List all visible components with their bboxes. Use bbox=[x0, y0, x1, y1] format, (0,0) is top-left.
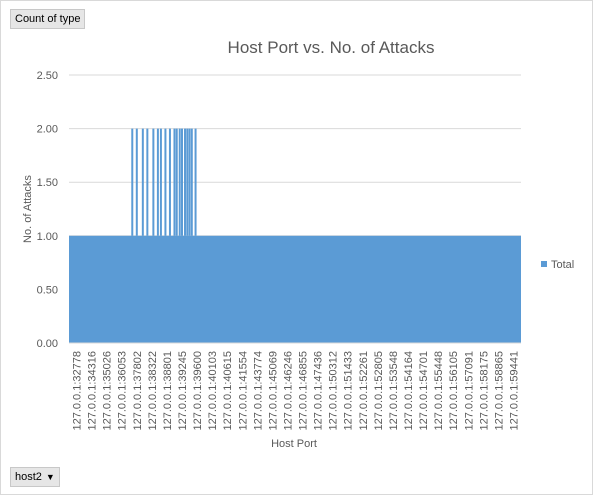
x-tick-label: 127.0.0.1:36053 bbox=[117, 351, 129, 431]
area-spike bbox=[188, 128, 191, 236]
area-spike bbox=[173, 128, 176, 236]
pivot-values-field-label: Count of type bbox=[15, 13, 81, 25]
x-tick-label: 127.0.0.1:54701 bbox=[418, 351, 430, 431]
area-spike bbox=[178, 128, 181, 236]
x-tick-label: 127.0.0.1:50312 bbox=[328, 351, 340, 431]
chart-title: Host Port vs. No. of Attacks bbox=[228, 38, 435, 57]
x-tick-label: 127.0.0.1:58865 bbox=[493, 351, 505, 431]
y-axis-label: No. of Attacks bbox=[22, 175, 34, 243]
x-tick-label: 127.0.0.1:59441 bbox=[508, 351, 520, 431]
x-tick-label: 127.0.0.1:46246 bbox=[282, 351, 294, 431]
x-tick-label: 127.0.0.1:45069 bbox=[267, 351, 279, 431]
area-spike bbox=[159, 128, 162, 236]
x-tick-label: 127.0.0.1:40103 bbox=[207, 351, 219, 431]
x-tick-label: 127.0.0.1:57091 bbox=[463, 351, 475, 431]
area-series-total bbox=[69, 235, 521, 343]
y-axis: 0.00 0.50 1.00 1.50 2.00 2.50 bbox=[37, 70, 58, 350]
plot-area bbox=[69, 128, 521, 344]
x-tick-label: 127.0.0.1:55448 bbox=[433, 351, 445, 431]
area-spike bbox=[152, 128, 155, 236]
legend-swatch bbox=[541, 261, 547, 267]
y-tick-label: 2.00 bbox=[37, 124, 58, 136]
x-tick-label: 127.0.0.1:32778 bbox=[72, 351, 84, 431]
x-tick-label: 127.0.0.1:43774 bbox=[252, 351, 264, 431]
x-tick-label: 127.0.0.1:39245 bbox=[177, 351, 189, 431]
x-tick-label: 127.0.0.1:46855 bbox=[298, 351, 310, 431]
area-spike bbox=[156, 128, 159, 236]
x-tick-label: 127.0.0.1:34316 bbox=[87, 351, 99, 431]
area-spike bbox=[181, 128, 183, 236]
x-tick-label: 127.0.0.1:37802 bbox=[132, 351, 144, 431]
x-tick-label: 127.0.0.1:39600 bbox=[192, 351, 204, 431]
y-tick-label: 1.50 bbox=[37, 177, 58, 189]
area-spike bbox=[164, 128, 167, 236]
area-spike bbox=[186, 128, 189, 236]
x-tick-label: 127.0.0.1:38322 bbox=[147, 351, 159, 431]
area-spike bbox=[190, 128, 193, 236]
x-axis-label: Host Port bbox=[271, 438, 317, 450]
y-tick-label: 0.00 bbox=[37, 338, 58, 350]
x-tick-label: 127.0.0.1:52261 bbox=[358, 351, 370, 431]
x-tick-label: 127.0.0.1:58175 bbox=[478, 351, 490, 431]
x-tick-label: 127.0.0.1:51433 bbox=[343, 351, 355, 431]
pivot-axis-field-label: host2 bbox=[15, 471, 42, 483]
x-tick-label: 127.0.0.1:41554 bbox=[237, 351, 249, 431]
x-axis: 127.0.0.1:32778 127.0.0.1:34316 127.0.0.1:… bbox=[72, 351, 521, 431]
pivot-axis-field-button[interactable]: host2 ▼ bbox=[10, 467, 60, 487]
dropdown-arrow-icon: ▼ bbox=[45, 472, 55, 482]
area-spike bbox=[168, 128, 171, 236]
x-tick-label: 127.0.0.1:40615 bbox=[222, 351, 234, 431]
area-spike bbox=[135, 128, 138, 236]
y-tick-label: 2.50 bbox=[37, 70, 58, 82]
x-tick-label: 127.0.0.1:52805 bbox=[373, 351, 385, 431]
x-tick-label: 127.0.0.1:53548 bbox=[388, 351, 400, 431]
x-tick-label: 127.0.0.1:35026 bbox=[102, 351, 114, 431]
legend: Total bbox=[541, 259, 574, 271]
legend-label: Total bbox=[551, 259, 574, 271]
y-tick-label: 1.00 bbox=[37, 231, 58, 243]
area-spike bbox=[131, 128, 134, 236]
x-tick-label: 127.0.0.1:38801 bbox=[162, 351, 174, 431]
pivot-values-field-button[interactable]: Count of type bbox=[10, 9, 86, 29]
y-tick-label: 0.50 bbox=[37, 284, 58, 296]
x-tick-label: 127.0.0.1:54164 bbox=[403, 351, 415, 431]
area-spike bbox=[146, 128, 149, 236]
area-spike bbox=[184, 128, 187, 236]
x-tick-label: 127.0.0.1:56105 bbox=[448, 351, 460, 431]
x-tick-label: 127.0.0.1:47436 bbox=[313, 351, 325, 431]
area-spike bbox=[194, 128, 197, 236]
area-spike bbox=[175, 128, 178, 236]
area-spike bbox=[141, 128, 144, 236]
